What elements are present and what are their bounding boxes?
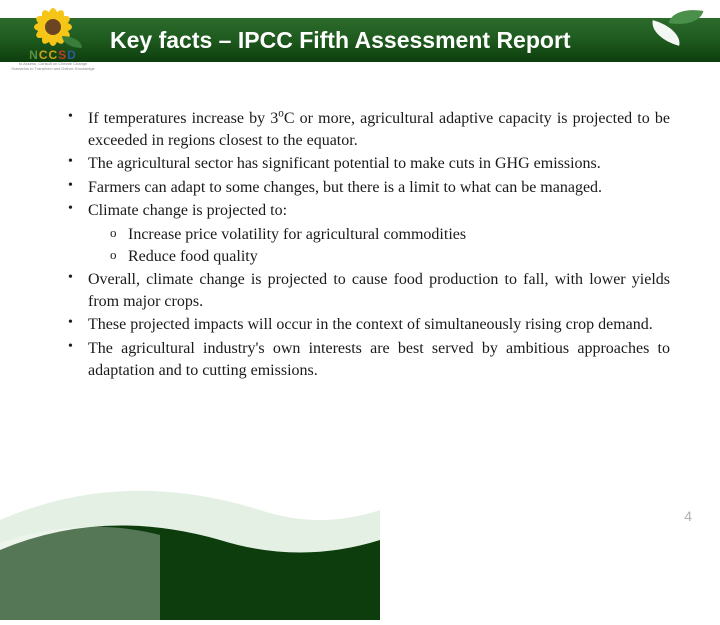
- slide-body: If temperatures increase by 3oC or more,…: [60, 108, 670, 383]
- sub-bullet-list: Increase price volatility for agricultur…: [88, 224, 670, 267]
- logo-tagline-2: Scenarios to Transform and Deliver Knowl…: [8, 67, 98, 72]
- logo-acronym: NCCSD: [8, 48, 98, 62]
- header-bar: Key facts – IPCC Fifth Assessment Report: [0, 18, 720, 62]
- bullet-item: Overall, climate change is projected to …: [60, 269, 670, 312]
- slide-title: Key facts – IPCC Fifth Assessment Report: [110, 27, 571, 54]
- bullet-item: The agricultural sector has significant …: [60, 153, 670, 175]
- bullet-item: Climate change is projected to:Increase …: [60, 200, 670, 267]
- bullet-item: Farmers can adapt to some changes, but t…: [60, 177, 670, 199]
- bullet-item: The agricultural industry's own interest…: [60, 338, 670, 381]
- corner-leaves-decoration: [630, 0, 710, 50]
- bottom-swoosh-decoration: [0, 440, 380, 620]
- bullet-item: These projected impacts will occur in th…: [60, 314, 670, 336]
- bullet-item: If temperatures increase by 3oC or more,…: [60, 108, 670, 151]
- bullet-list: If temperatures increase by 3oC or more,…: [60, 108, 670, 381]
- sub-bullet-item: Increase price volatility for agricultur…: [88, 224, 670, 246]
- nccsd-logo: NCCSD to Assess, Consult on Climate Chan…: [8, 8, 98, 88]
- sub-bullet-item: Reduce food quality: [88, 246, 670, 268]
- sunflower-icon: [34, 8, 72, 46]
- page-number: 4: [684, 508, 692, 524]
